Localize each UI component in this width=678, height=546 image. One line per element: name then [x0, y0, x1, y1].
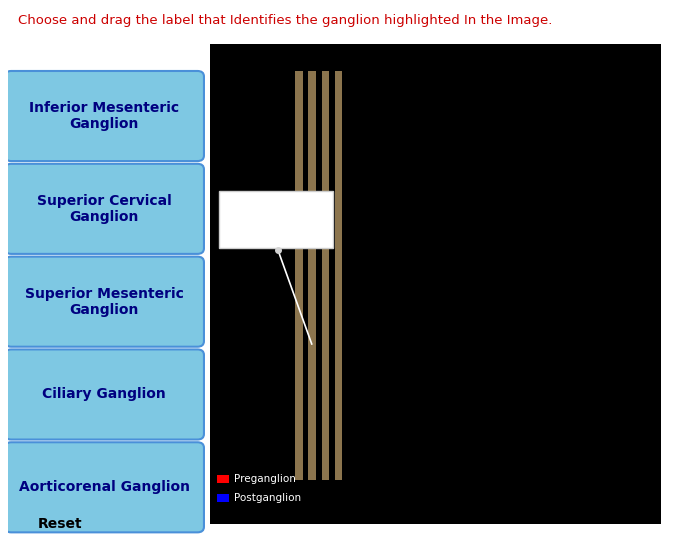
FancyBboxPatch shape [335, 71, 342, 480]
Text: Superior Mesenteric
Ganglion: Superior Mesenteric Ganglion [25, 287, 184, 317]
FancyBboxPatch shape [5, 164, 204, 254]
FancyBboxPatch shape [5, 349, 204, 440]
FancyBboxPatch shape [219, 191, 334, 248]
FancyBboxPatch shape [217, 494, 228, 502]
FancyBboxPatch shape [321, 71, 330, 480]
Text: Superior Cervical
Ganglion: Superior Cervical Ganglion [37, 194, 172, 224]
Text: Reset: Reset [37, 517, 82, 531]
FancyBboxPatch shape [308, 71, 317, 480]
Text: Ciliary Ganglion: Ciliary Ganglion [43, 388, 166, 401]
Text: Aorticorenal Ganglion: Aorticorenal Ganglion [19, 480, 190, 494]
FancyBboxPatch shape [5, 257, 204, 347]
FancyBboxPatch shape [5, 442, 204, 532]
FancyBboxPatch shape [296, 71, 303, 480]
Text: Choose and drag the label that Identifies the ganglion highlighted In the Image.: Choose and drag the label that Identifie… [18, 14, 552, 27]
Text: Preganglion: Preganglion [234, 474, 296, 484]
Text: Postganglion: Postganglion [234, 494, 301, 503]
FancyBboxPatch shape [210, 44, 661, 524]
Text: Inferior Mesenteric
Ganglion: Inferior Mesenteric Ganglion [29, 101, 180, 131]
FancyBboxPatch shape [217, 475, 228, 483]
FancyBboxPatch shape [5, 71, 204, 161]
